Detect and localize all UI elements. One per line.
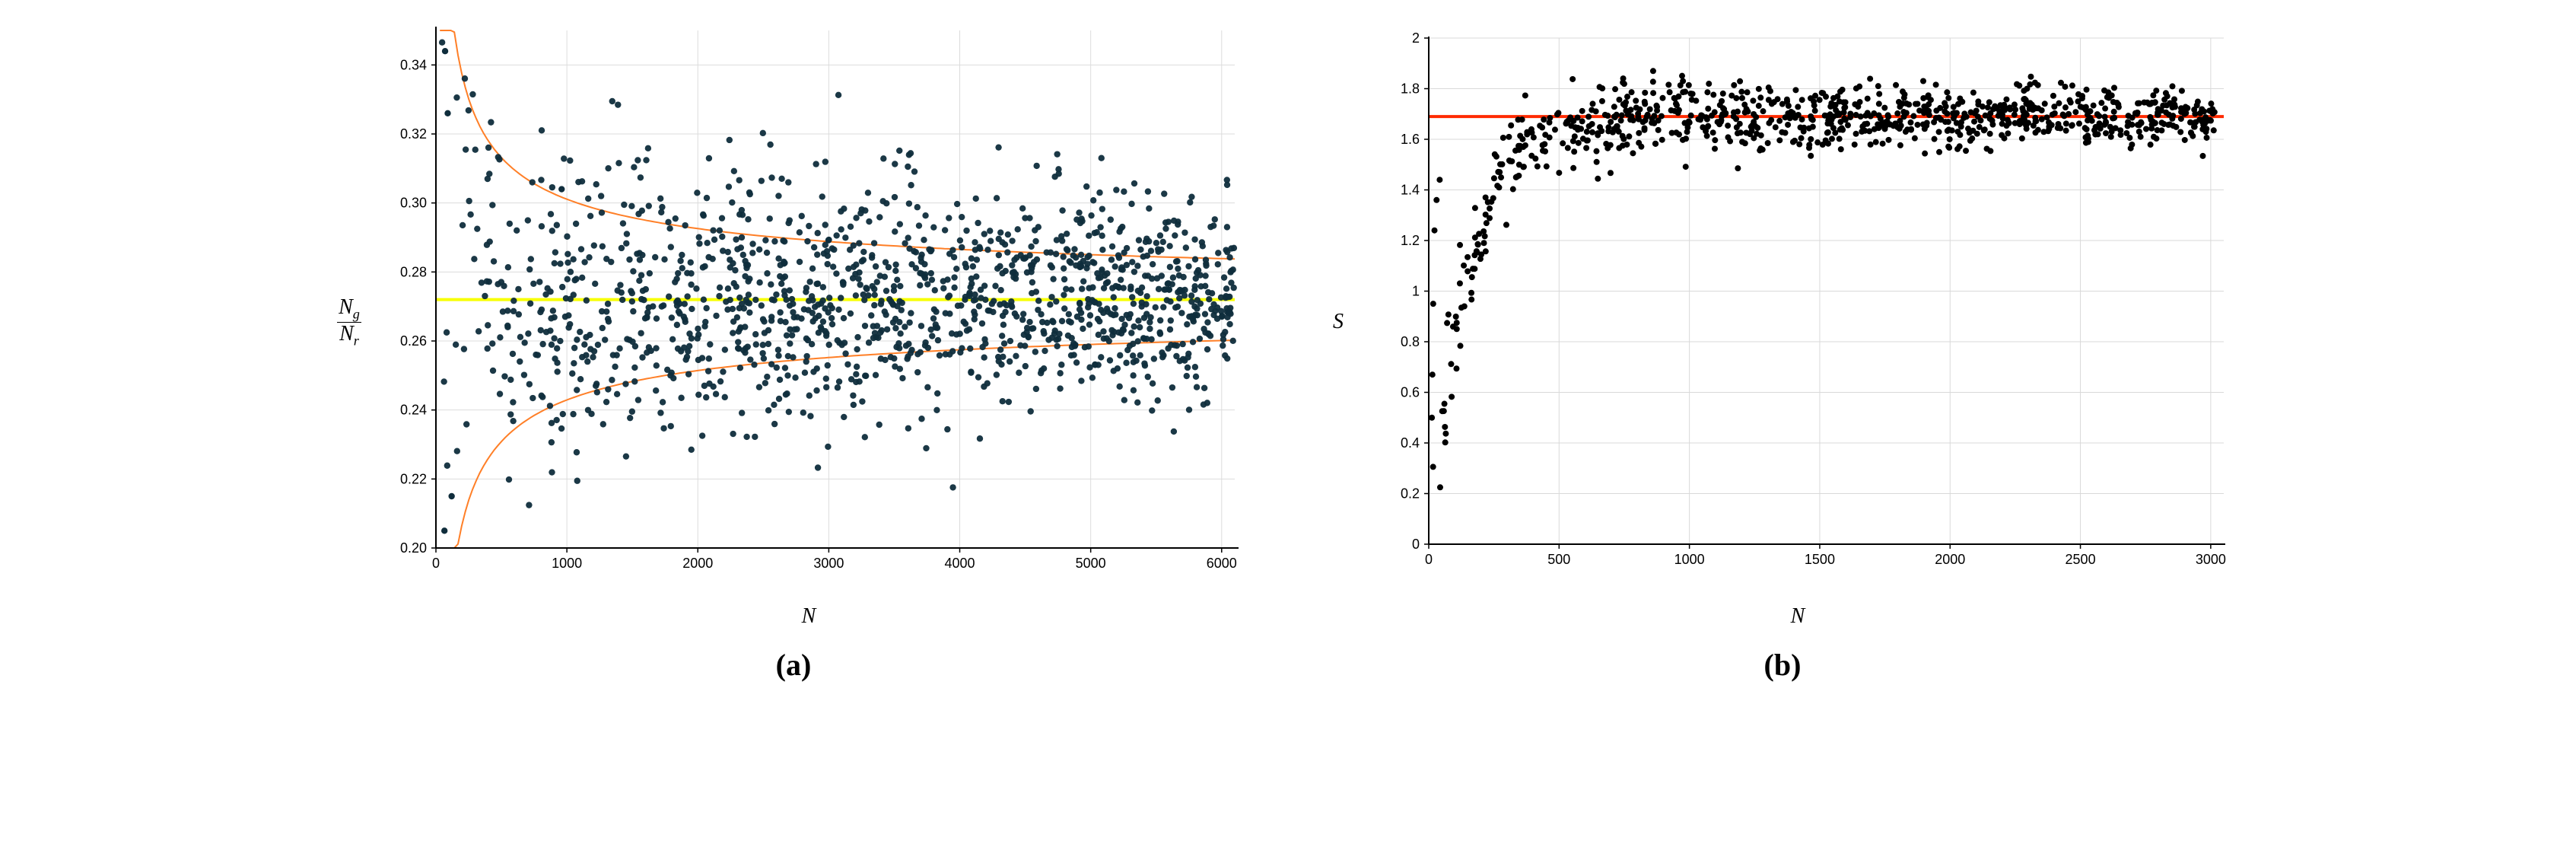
svg-text:0.20: 0.20	[400, 540, 427, 556]
svg-text:0.30: 0.30	[400, 196, 427, 211]
svg-text:1.8: 1.8	[1401, 81, 1420, 97]
chart-a-svg: 0 1000 2000 3000 4000 5000 6000 0.20 0.22 0.24 0.2…	[367, 15, 1250, 601]
panel-a: Ng Nr 01000200030004000500060000.200.220…	[337, 15, 1250, 683]
svg-text:2: 2	[1412, 30, 1420, 46]
panel-a-caption: (a)	[776, 647, 812, 683]
svg-text:0.24: 0.24	[400, 403, 427, 418]
panel-b-chart-wrap: S 0 500 1000 1500 2000 2500 3000 0 0.2 0.4 0.6 0.8 1…	[1326, 15, 2239, 629]
svg-text:1.6: 1.6	[1401, 132, 1420, 147]
panel-b: S 0 500 1000 1500 2000 2500 3000 0 0.2 0.4 0.6 0.8 1…	[1326, 15, 2239, 683]
svg-text:0: 0	[1425, 552, 1433, 567]
panel-b-ylabel: S	[1326, 310, 1356, 334]
svg-text:2000: 2000	[682, 556, 713, 571]
svg-text:0.4: 0.4	[1401, 435, 1420, 451]
svg-text:0.32: 0.32	[400, 126, 427, 142]
svg-text:3000: 3000	[813, 556, 844, 571]
svg-text:1000: 1000	[1674, 552, 1705, 567]
svg-text:6000: 6000	[1207, 556, 1237, 571]
svg-text:0.34: 0.34	[400, 57, 427, 72]
svg-text:1.2: 1.2	[1401, 233, 1420, 248]
svg-text:0: 0	[1412, 537, 1420, 552]
chart-b-svg: 0 500 1000 1500 2000 2500 3000 0 0.2 0.4 0.6 0.8 1 1.…	[1356, 15, 2239, 601]
svg-text:500: 500	[1547, 552, 1570, 567]
svg-text:5000: 5000	[1076, 556, 1106, 571]
svg-text:3000: 3000	[2196, 552, 2226, 567]
svg-text:0.2: 0.2	[1401, 486, 1420, 502]
panel-b-xlabel: N	[1356, 604, 2239, 629]
svg-text:0.8: 0.8	[1401, 334, 1420, 349]
panel-a-xlabel: N	[367, 604, 1250, 629]
svg-text:2000: 2000	[1935, 552, 1965, 567]
svg-text:4000: 4000	[945, 556, 975, 571]
svg-text:0.26: 0.26	[400, 333, 427, 349]
panel-b-plot-col: 0 500 1000 1500 2000 2500 3000 0 0.2 0.4 0.6 0.8 1 1.…	[1356, 15, 2239, 629]
svg-text:1000: 1000	[552, 556, 582, 571]
panel-b-caption: (b)	[1764, 647, 1802, 683]
panel-a-plot-col: 0 1000 2000 3000 4000 5000 6000 0.20 0.22 0.24 0.2…	[367, 15, 1250, 629]
svg-text:1.4: 1.4	[1401, 183, 1420, 198]
svg-text:2500: 2500	[2066, 552, 2096, 567]
panel-a-ylabel: Ng Nr	[337, 296, 367, 348]
svg-text:0: 0	[432, 556, 440, 571]
svg-text:0.22: 0.22	[400, 471, 427, 486]
panel-a-chart-wrap: Ng Nr 01000200030004000500060000.200.220…	[337, 15, 1250, 629]
svg-text:0.6: 0.6	[1401, 385, 1420, 400]
svg-text:1500: 1500	[1805, 552, 1835, 567]
svg-text:1: 1	[1412, 284, 1420, 299]
svg-text:0.28: 0.28	[400, 264, 427, 279]
